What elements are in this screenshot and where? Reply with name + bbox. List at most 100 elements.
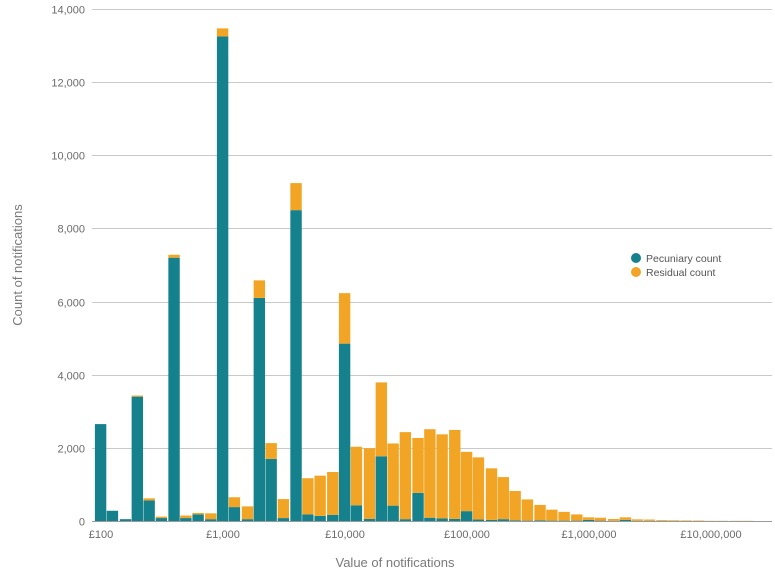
bar-residual bbox=[290, 183, 302, 211]
bar-pecuniary bbox=[290, 210, 302, 521]
bar-residual bbox=[460, 451, 473, 512]
y-tick-label: 4,000 bbox=[57, 371, 85, 383]
x-tick-label: £100 bbox=[89, 529, 113, 541]
bar-residual bbox=[521, 499, 534, 521]
bar-residual bbox=[485, 468, 498, 520]
bar-residual bbox=[436, 434, 448, 519]
bar-pecuniary bbox=[106, 510, 119, 521]
bar-residual bbox=[387, 443, 399, 506]
bar-pecuniary bbox=[546, 520, 558, 522]
bar-residual bbox=[253, 280, 266, 298]
bars bbox=[94, 28, 754, 522]
bar-pecuniary bbox=[241, 519, 254, 521]
bar-pecuniary bbox=[619, 519, 632, 521]
bar-residual bbox=[546, 509, 558, 521]
bar-pecuniary bbox=[436, 518, 448, 521]
legend-label-pecuniary: Pecuniary count bbox=[646, 253, 721, 265]
bar-residual bbox=[534, 504, 546, 521]
bar-residual bbox=[558, 511, 570, 521]
bar-pecuniary bbox=[534, 520, 546, 521]
bar-residual bbox=[155, 516, 168, 519]
bar-pecuniary bbox=[363, 518, 376, 521]
bar-pecuniary bbox=[131, 396, 144, 521]
bar-residual bbox=[143, 498, 155, 501]
bar-pecuniary bbox=[387, 505, 399, 521]
legend: Pecuniary count Residual count bbox=[631, 253, 721, 279]
bar-residual bbox=[216, 28, 229, 37]
bar-residual bbox=[205, 513, 217, 520]
bar-pecuniary bbox=[375, 456, 388, 521]
y-tick-label: 0 bbox=[79, 517, 85, 529]
bar-pecuniary bbox=[205, 519, 217, 521]
legend-swatch-residual bbox=[631, 267, 641, 277]
bar-pecuniary bbox=[143, 500, 155, 521]
bar-residual bbox=[619, 517, 632, 520]
y-axis-ticks: 0 2,000 4,000 6,000 8,000 10,000 12,000 14,000 bbox=[51, 5, 85, 529]
bar-residual bbox=[350, 446, 363, 506]
bar-residual bbox=[693, 520, 705, 522]
bar-pecuniary bbox=[155, 518, 168, 521]
x-tick-label: £10,000,000 bbox=[680, 529, 741, 541]
bar-residual bbox=[302, 478, 314, 515]
bar-residual bbox=[277, 499, 290, 519]
bar-pecuniary bbox=[509, 520, 521, 521]
bar-pecuniary bbox=[594, 520, 607, 522]
bar-residual bbox=[594, 517, 607, 521]
x-axis-title: Value of notifications bbox=[336, 555, 455, 570]
bar-residual bbox=[509, 491, 521, 521]
bar-pecuniary bbox=[94, 424, 107, 521]
bar-pecuniary bbox=[338, 343, 351, 521]
x-tick-label: £1,000 bbox=[206, 529, 240, 541]
y-tick-label: 10,000 bbox=[51, 151, 85, 163]
bar-residual bbox=[131, 395, 144, 397]
bar-pecuniary bbox=[302, 514, 314, 521]
bar-residual bbox=[314, 475, 326, 516]
bar-residual bbox=[375, 382, 388, 457]
bar-pecuniary bbox=[460, 511, 473, 521]
bar-pecuniary bbox=[216, 36, 229, 522]
bar-pecuniary bbox=[265, 458, 277, 521]
bar-residual bbox=[631, 519, 643, 521]
y-tick-label: 14,000 bbox=[51, 5, 85, 17]
bar-pecuniary bbox=[327, 514, 339, 521]
bar-residual bbox=[680, 520, 692, 522]
bar-pecuniary bbox=[253, 297, 266, 521]
bar-pecuniary bbox=[350, 505, 363, 521]
bar-pecuniary bbox=[180, 518, 192, 521]
bar-pecuniary bbox=[412, 492, 424, 521]
x-tick-label: £1,000,000 bbox=[561, 529, 616, 541]
bar-pecuniary bbox=[399, 519, 412, 521]
y-tick-label: 12,000 bbox=[51, 78, 85, 90]
bar-residual bbox=[582, 517, 595, 520]
bar-residual bbox=[192, 512, 204, 515]
bar-pecuniary bbox=[472, 519, 485, 521]
x-tick-label: £100,000 bbox=[444, 529, 490, 541]
bar-residual bbox=[228, 497, 241, 508]
bar-residual bbox=[412, 437, 424, 493]
bar-residual bbox=[424, 429, 436, 518]
legend-label-residual: Residual count bbox=[646, 267, 716, 279]
y-tick-label: 8,000 bbox=[57, 224, 85, 236]
bar-pecuniary bbox=[424, 517, 436, 521]
bar-residual bbox=[265, 443, 277, 459]
gridlines bbox=[92, 9, 772, 449]
bar-pecuniary bbox=[314, 515, 326, 521]
bar-residual bbox=[472, 457, 485, 520]
bar-residual bbox=[607, 518, 620, 521]
legend-swatch-pecuniary bbox=[631, 253, 641, 263]
bar-residual bbox=[327, 471, 339, 515]
y-tick-label: 6,000 bbox=[57, 298, 85, 310]
bar-residual bbox=[643, 519, 656, 521]
bar-pecuniary bbox=[192, 514, 204, 521]
bar-pecuniary bbox=[571, 520, 583, 522]
bar-residual bbox=[338, 293, 351, 344]
bar-pecuniary bbox=[521, 520, 534, 522]
bar-pecuniary bbox=[497, 519, 510, 521]
bar-residual bbox=[449, 429, 461, 519]
bar-pecuniary bbox=[277, 518, 290, 521]
y-axis-title: Count of notifications bbox=[10, 204, 25, 326]
bar-pecuniary bbox=[582, 519, 595, 521]
bar-pecuniary bbox=[485, 519, 498, 521]
bar-pecuniary bbox=[558, 520, 570, 522]
